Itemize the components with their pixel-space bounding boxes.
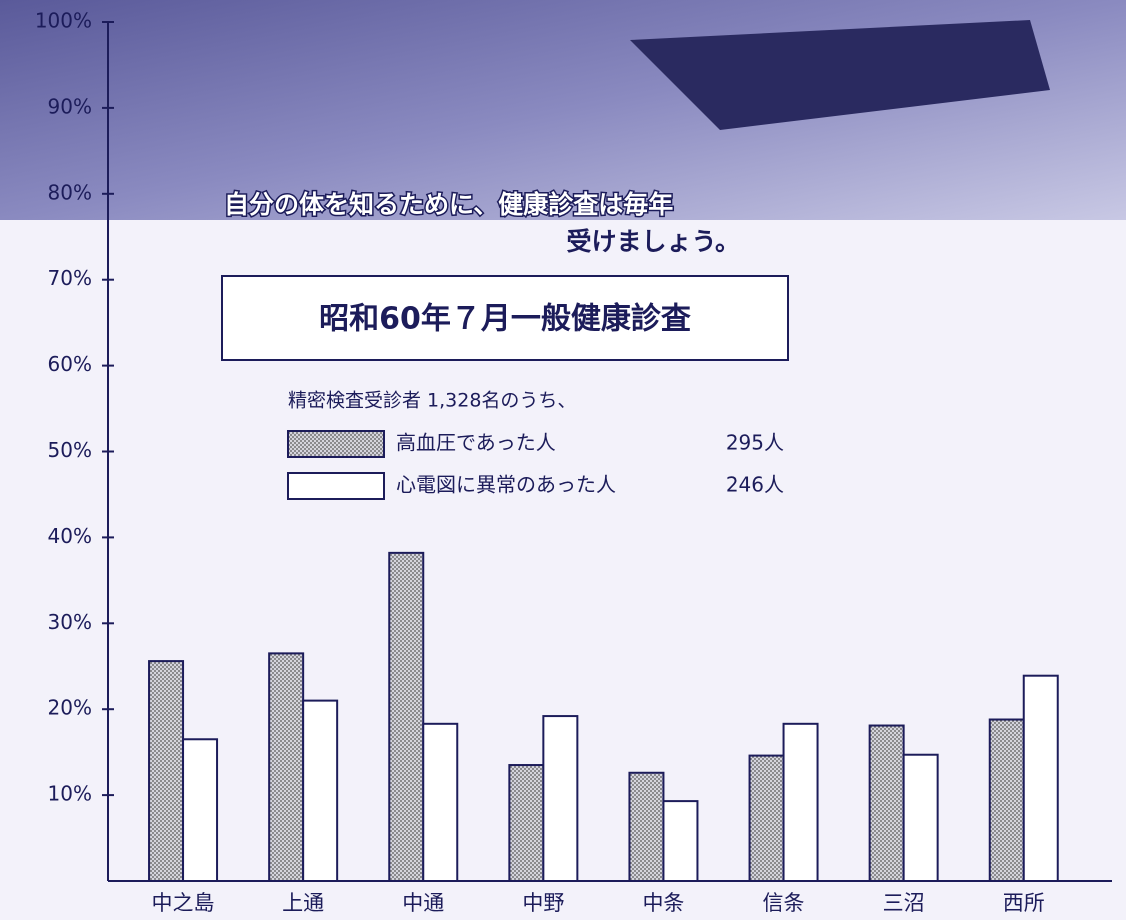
legend-count: 295人 — [726, 431, 784, 455]
x-tick-label: 西所 — [1003, 891, 1045, 915]
bar — [389, 553, 423, 881]
bar — [183, 739, 217, 881]
x-tick-label: 三沼 — [883, 891, 925, 915]
x-tick-label: 中野 — [522, 891, 564, 915]
legend-swatch — [288, 431, 384, 457]
y-tick-label: 100% — [35, 9, 92, 33]
caption-line: 受けましょう。 — [566, 227, 740, 256]
x-tick-label: 上通 — [282, 891, 324, 915]
legend-label: 心電図に異常のあった人 — [396, 473, 616, 497]
bar — [750, 756, 784, 881]
x-tick-label: 信条 — [763, 891, 805, 915]
legend-swatch — [288, 473, 384, 499]
bar — [1024, 676, 1058, 881]
bar — [629, 773, 663, 881]
subtitle: 精密検査受診者 1,328名のうち、 — [288, 390, 576, 412]
bar — [269, 653, 303, 881]
bar — [990, 720, 1024, 881]
bar — [149, 661, 183, 881]
y-tick-label: 60% — [48, 352, 92, 376]
chart: 自分の体を知るために、健康診査は毎年 受けましょう。 昭和60年７月一般健康診査… — [0, 0, 1126, 920]
caption-line: 自分の体を知るために、健康診査は毎年 — [224, 190, 673, 219]
chart-title: 昭和60年７月一般健康診査 — [319, 302, 691, 337]
legend-label: 高血圧であった人 — [396, 431, 556, 455]
bar — [904, 755, 938, 881]
y-tick-label: 70% — [48, 266, 92, 290]
y-tick-label: 20% — [48, 696, 92, 720]
y-tick-label: 80% — [48, 180, 92, 204]
y-tick-label: 50% — [48, 438, 92, 462]
legend-count: 246人 — [726, 473, 784, 497]
bar — [543, 716, 577, 881]
y-tick-label: 40% — [48, 524, 92, 548]
bar — [423, 724, 457, 881]
y-tick-label: 10% — [48, 782, 92, 806]
bar — [870, 726, 904, 881]
x-tick-label: 中通 — [402, 891, 444, 915]
x-tick-label: 中之島 — [152, 891, 215, 915]
bar — [784, 724, 818, 881]
bar — [303, 701, 337, 881]
x-tick-label: 中条 — [642, 891, 684, 915]
y-tick-label: 90% — [48, 94, 92, 118]
bar — [663, 801, 697, 881]
y-tick-label: 30% — [48, 610, 92, 634]
bar — [509, 765, 543, 881]
